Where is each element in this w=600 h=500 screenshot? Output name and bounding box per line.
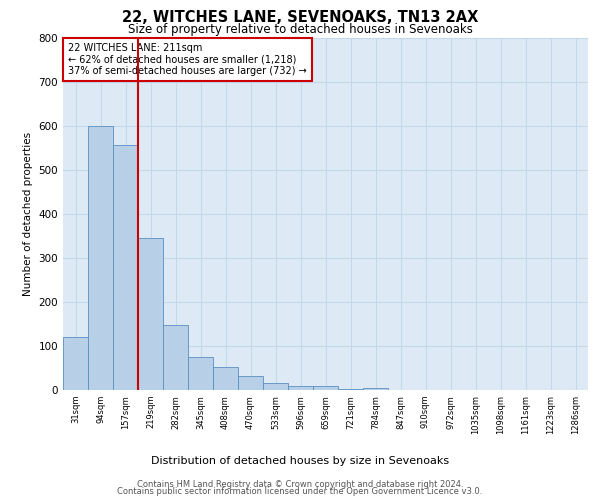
Text: 22, WITCHES LANE, SEVENOAKS, TN13 2AX: 22, WITCHES LANE, SEVENOAKS, TN13 2AX xyxy=(122,10,478,25)
Bar xyxy=(238,376,263,390)
Bar xyxy=(338,388,363,390)
Bar xyxy=(213,366,238,390)
Y-axis label: Number of detached properties: Number of detached properties xyxy=(23,132,33,296)
Bar xyxy=(263,384,288,390)
Bar xyxy=(188,357,213,390)
Bar xyxy=(113,146,138,390)
Bar xyxy=(288,386,313,390)
Text: Contains public sector information licensed under the Open Government Licence v3: Contains public sector information licen… xyxy=(118,487,482,496)
Bar xyxy=(138,238,163,390)
Bar xyxy=(163,325,188,390)
Bar xyxy=(63,337,88,390)
Bar xyxy=(363,388,388,390)
Bar xyxy=(313,386,338,390)
Text: Distribution of detached houses by size in Sevenoaks: Distribution of detached houses by size … xyxy=(151,456,449,466)
Text: Size of property relative to detached houses in Sevenoaks: Size of property relative to detached ho… xyxy=(128,22,472,36)
Bar xyxy=(88,126,113,390)
Text: 22 WITCHES LANE: 211sqm
← 62% of detached houses are smaller (1,218)
37% of semi: 22 WITCHES LANE: 211sqm ← 62% of detache… xyxy=(68,43,307,76)
Text: Contains HM Land Registry data © Crown copyright and database right 2024.: Contains HM Land Registry data © Crown c… xyxy=(137,480,463,489)
